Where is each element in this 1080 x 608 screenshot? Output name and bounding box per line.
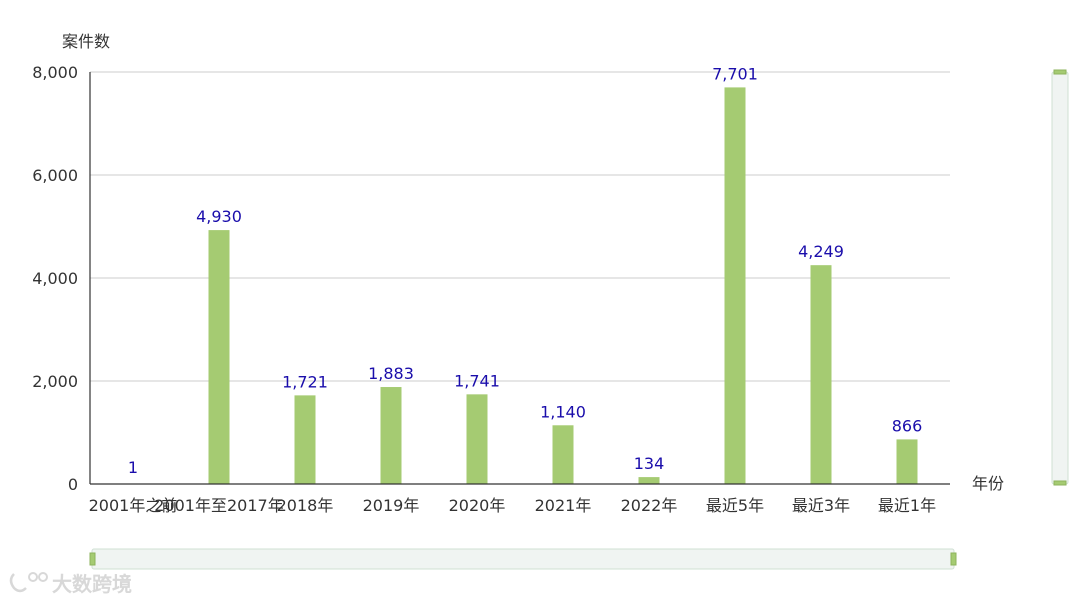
bars-layer xyxy=(123,87,918,484)
x-tick-label: 2020年 xyxy=(449,496,506,515)
bar[interactable] xyxy=(381,387,402,484)
y-tick-label: 2,000 xyxy=(32,372,78,391)
data-label: 4,930 xyxy=(196,207,242,226)
y-tick-label: 6,000 xyxy=(32,166,78,185)
x-tick-label: 2018年 xyxy=(277,496,334,515)
x-tick-label: 最近3年 xyxy=(792,496,850,515)
x-tick-label: 最近1年 xyxy=(878,496,936,515)
x-tick-label: 2001年至2017年 xyxy=(154,496,283,515)
x-tick-label: 2022年 xyxy=(621,496,678,515)
bar[interactable] xyxy=(725,87,746,484)
bar[interactable] xyxy=(811,265,832,484)
watermark-text: 大数跨境 xyxy=(52,572,132,596)
x-axis-title: 年份 xyxy=(972,474,1004,493)
bar[interactable] xyxy=(295,395,316,484)
y-tick-label: 0 xyxy=(68,475,78,494)
vertical-zoom-slider[interactable] xyxy=(1052,70,1068,485)
data-label: 7,701 xyxy=(712,64,758,83)
data-label: 134 xyxy=(634,454,665,473)
data-label: 866 xyxy=(892,416,923,435)
y-axis-title: 案件数 xyxy=(62,32,110,51)
horizontal-zoom-slider[interactable] xyxy=(90,549,956,569)
vertical-slider-track[interactable] xyxy=(1052,72,1068,484)
data-label: 1,140 xyxy=(540,402,586,421)
bar[interactable] xyxy=(897,439,918,484)
data-label: 1,721 xyxy=(282,372,328,391)
x-tick-label: 最近5年 xyxy=(706,496,764,515)
bar[interactable] xyxy=(553,425,574,484)
bar[interactable] xyxy=(639,477,660,484)
y-tick-label: 8,000 xyxy=(32,63,78,82)
data-label: 1 xyxy=(128,458,138,477)
horizontal-slider-left-handle[interactable] xyxy=(90,553,95,565)
data-label: 4,249 xyxy=(798,242,844,261)
data-label: 1,883 xyxy=(368,364,414,383)
x-tick-label: 2019年 xyxy=(363,496,420,515)
bar[interactable] xyxy=(209,230,230,484)
logo-icon xyxy=(11,573,47,591)
y-tick-label: 4,000 xyxy=(32,269,78,288)
data-labels-layer: 1 4,930 1,721 1,883 1,741 1,140 134 7,701 4,249 8… xyxy=(128,64,922,477)
bar[interactable] xyxy=(467,394,488,484)
data-label: 1,741 xyxy=(454,371,500,390)
horizontal-slider-track[interactable] xyxy=(92,549,954,569)
y-axis: 0 2,000 4,000 6,000 8,000 xyxy=(32,63,90,494)
watermark: 大数跨境 xyxy=(11,572,132,596)
vertical-slider-bottom-handle[interactable] xyxy=(1054,481,1066,485)
vertical-slider-top-handle[interactable] xyxy=(1054,70,1066,74)
horizontal-slider-right-handle[interactable] xyxy=(951,553,956,565)
x-tick-label: 2021年 xyxy=(535,496,592,515)
